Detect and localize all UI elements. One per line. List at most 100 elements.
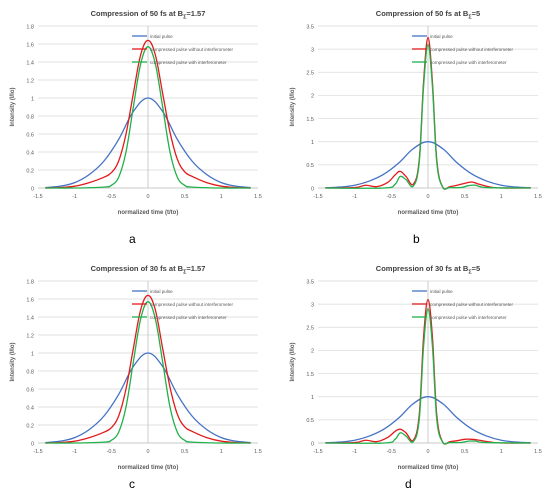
y-tick-label-a-1: 0.2 <box>26 168 34 174</box>
y-tick-label-a-2: 0.4 <box>26 150 34 156</box>
chart-title-a: Compression of 50 fs at BΣ=1.57 <box>91 9 206 21</box>
chart-svg-b: Compression of 50 fs at BΣ=5 0 0.5 1 1.5 2 2.5… <box>290 9 542 216</box>
y-tick-label-b-7: 3.5 <box>306 24 314 30</box>
y-tick-label-c-7: 1.4 <box>26 315 34 321</box>
legend-label-d-0: initial pulse <box>430 289 453 294</box>
chart-panel-a: Compression of 50 fs at BΣ=1.57 0 0.2 0.4 0.… <box>0 0 270 216</box>
series-line-b-0 <box>325 141 531 189</box>
legend-label-b-0: initial pulse <box>430 34 453 39</box>
y-axis-label-a: Intensity (I/Io) <box>10 87 16 126</box>
x-tick-label-d-5: 1 <box>500 449 503 455</box>
y-tick-label-b-5: 2.5 <box>306 71 314 77</box>
series-line-b-1 <box>325 36 531 190</box>
x-tick-label-a-6: 1.5 <box>254 194 262 200</box>
x-tick-label-c-3: 0 <box>146 449 149 455</box>
legend-label-b-2: compressed pulse with interferometer <box>430 60 507 65</box>
chart-svg-a: Compression of 50 fs at BΣ=1.57 0 0.2 0.4 0.… <box>10 9 262 216</box>
y-axis-label-d: Intensity (I/Io) <box>290 342 296 381</box>
chart-title-d: Compression of 30 fs at BΣ=5 <box>376 264 480 276</box>
y-tick-label-a-9: 1.8 <box>26 24 34 30</box>
legend-label-c-0: initial pulse <box>150 289 173 294</box>
x-tick-label-c-5: 1 <box>220 449 223 455</box>
y-tick-label-b-1: 0.5 <box>306 163 314 169</box>
series-line-c-0 <box>45 352 251 444</box>
y-axis-label-b: Intensity (I/Io) <box>290 87 296 126</box>
y-tick-label-c-8: 1.6 <box>26 297 34 303</box>
x-tick-label-b-5: 1 <box>500 194 503 200</box>
chart-svg-d: Compression of 30 fs at BΣ=5 0 0.5 1 1.5 2 2.5… <box>290 264 542 471</box>
x-tick-label-a-5: 1 <box>220 194 223 200</box>
legend-label-a-2: compressed pulse with interferometer <box>150 60 227 65</box>
x-tick-label-b-3: 0 <box>426 194 429 200</box>
series-line-d-2 <box>325 308 531 445</box>
series-line-a-0 <box>45 97 251 189</box>
chart-panel-b: Compression of 50 fs at BΣ=5 0 0.5 1 1.5 2 2.5… <box>280 0 550 216</box>
x-axis-label-a: normalized time (t/to) <box>118 210 179 216</box>
x-tick-label-b-1: -1 <box>352 194 357 200</box>
chart-panel-d: Compression of 30 fs at BΣ=5 0 0.5 1 1.5 2 2.5… <box>280 255 550 471</box>
chart-panel-c: Compression of 30 fs at BΣ=1.57 0 0.2 0.4 0.… <box>0 255 270 471</box>
y-axis-label-c: Intensity (I/Io) <box>10 342 16 381</box>
panel-label-b: b <box>413 232 420 246</box>
x-tick-label-c-4: 0.5 <box>181 449 189 455</box>
legend-label-c-1: compressed pulse without interferometer <box>150 302 233 307</box>
x-axis-label-d: normalized time (t/to) <box>398 465 459 471</box>
y-tick-label-c-1: 0.2 <box>26 423 34 429</box>
x-tick-label-c-1: -1 <box>72 449 77 455</box>
panel-label-c: c <box>129 477 135 491</box>
y-tick-label-b-0: 0 <box>311 186 314 192</box>
y-tick-label-d-6: 3 <box>311 302 314 308</box>
x-tick-label-d-0: -1.5 <box>313 449 322 455</box>
y-tick-label-d-2: 1 <box>311 395 314 401</box>
x-tick-label-b-6: 1.5 <box>534 194 542 200</box>
y-tick-label-d-3: 1.5 <box>306 372 314 378</box>
y-tick-label-a-5: 1 <box>31 96 34 102</box>
legend-label-b-1: compressed pulse without interferometer <box>430 47 513 52</box>
series-line-a-1 <box>45 39 251 189</box>
y-tick-label-c-2: 0.4 <box>26 405 34 411</box>
panel-label-d: d <box>405 477 412 491</box>
y-tick-label-b-3: 1.5 <box>306 117 314 123</box>
y-tick-label-d-7: 3.5 <box>306 279 314 285</box>
x-tick-label-c-2: -0.5 <box>107 449 116 455</box>
series-line-c-2 <box>45 301 251 444</box>
x-tick-label-d-4: 0.5 <box>461 449 469 455</box>
chart-title-c: Compression of 30 fs at BΣ=1.57 <box>91 264 206 276</box>
x-tick-label-b-2: -0.5 <box>387 194 396 200</box>
y-tick-label-c-4: 0.8 <box>26 369 34 375</box>
series-line-a-2 <box>45 46 251 189</box>
y-tick-label-a-6: 1.2 <box>26 78 34 84</box>
legend-label-a-0: initial pulse <box>150 34 173 39</box>
y-tick-label-a-8: 1.6 <box>26 42 34 48</box>
x-tick-label-d-3: 0 <box>426 449 429 455</box>
x-tick-label-a-3: 0 <box>146 194 149 200</box>
chart-svg-c: Compression of 30 fs at BΣ=1.57 0 0.2 0.4 0.… <box>10 264 262 471</box>
series-line-c-1 <box>45 294 251 444</box>
x-tick-label-d-6: 1.5 <box>534 449 542 455</box>
y-tick-label-b-6: 3 <box>311 47 314 53</box>
x-tick-label-a-1: -1 <box>72 194 77 200</box>
x-tick-label-d-2: -0.5 <box>387 449 396 455</box>
y-tick-label-b-2: 1 <box>311 140 314 146</box>
y-tick-label-c-9: 1.8 <box>26 279 34 285</box>
y-tick-label-a-7: 1.4 <box>26 60 34 66</box>
series-line-d-1 <box>325 298 531 445</box>
y-tick-label-d-1: 0.5 <box>306 418 314 424</box>
y-tick-label-a-0: 0 <box>31 186 34 192</box>
legend-label-d-2: compressed pulse with interferometer <box>430 315 507 320</box>
series-line-d-0 <box>325 396 531 444</box>
y-tick-label-a-4: 0.8 <box>26 114 34 120</box>
y-tick-label-b-4: 2 <box>311 94 314 100</box>
x-tick-label-a-2: -0.5 <box>107 194 116 200</box>
y-tick-label-c-0: 0 <box>31 441 34 447</box>
x-tick-label-a-4: 0.5 <box>181 194 189 200</box>
legend-label-c-2: compressed pulse with interferometer <box>150 315 227 320</box>
legend-label-a-1: compressed pulse without interferometer <box>150 47 233 52</box>
legend-label-d-1: compressed pulse without interferometer <box>430 302 513 307</box>
x-tick-label-b-4: 0.5 <box>461 194 469 200</box>
panel-label-a: a <box>129 232 136 246</box>
x-tick-label-d-1: -1 <box>352 449 357 455</box>
x-tick-label-c-6: 1.5 <box>254 449 262 455</box>
y-tick-label-c-5: 1 <box>31 351 34 357</box>
